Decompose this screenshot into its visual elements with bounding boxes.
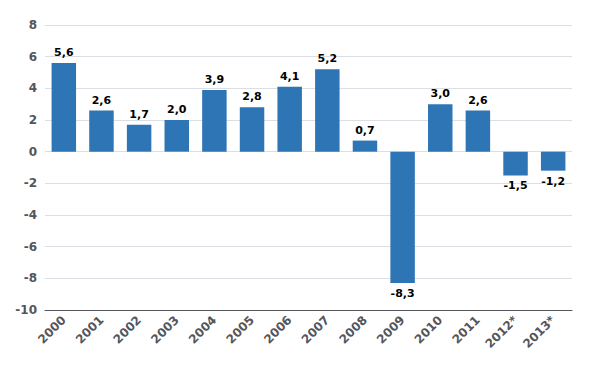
svg-text:-2: -2 <box>24 176 37 190</box>
svg-text:-1,5: -1,5 <box>504 179 528 192</box>
svg-text:2011: 2011 <box>449 313 482 346</box>
svg-text:2,6: 2,6 <box>92 94 112 107</box>
svg-text:2007: 2007 <box>299 313 332 346</box>
svg-text:5,2: 5,2 <box>318 52 338 65</box>
svg-text:2,0: 2,0 <box>167 103 187 116</box>
svg-text:0,7: 0,7 <box>355 124 375 137</box>
svg-text:2006: 2006 <box>261 313 294 346</box>
svg-text:2,6: 2,6 <box>468 94 488 107</box>
svg-text:-1,2: -1,2 <box>541 175 565 188</box>
svg-text:2: 2 <box>29 113 37 127</box>
svg-text:4,1: 4,1 <box>280 70 300 83</box>
svg-text:-8: -8 <box>24 271 37 285</box>
svg-text:3,0: 3,0 <box>431 87 451 100</box>
svg-text:2013*: 2013* <box>520 313 558 351</box>
svg-text:2,8: 2,8 <box>242 90 262 103</box>
svg-text:0: 0 <box>29 145 37 159</box>
svg-text:2000: 2000 <box>35 313 68 346</box>
svg-text:2005: 2005 <box>223 313 256 346</box>
svg-text:-10: -10 <box>15 303 37 317</box>
svg-text:4: 4 <box>29 81 37 95</box>
svg-text:2003: 2003 <box>148 313 181 346</box>
svg-text:2009: 2009 <box>374 313 407 346</box>
svg-text:6: 6 <box>29 50 37 64</box>
svg-text:3,9: 3,9 <box>205 73 225 86</box>
svg-text:2010: 2010 <box>412 313 445 346</box>
svg-text:1,7: 1,7 <box>129 108 149 121</box>
svg-text:-8,3: -8,3 <box>391 287 415 300</box>
svg-text:2001: 2001 <box>73 313 106 346</box>
svg-text:8: 8 <box>29 18 37 32</box>
svg-text:5,6: 5,6 <box>54 46 74 59</box>
svg-text:2012*: 2012* <box>483 313 521 351</box>
svg-text:2008: 2008 <box>336 313 369 346</box>
svg-text:2004: 2004 <box>186 313 219 346</box>
svg-text:2002: 2002 <box>111 313 144 346</box>
svg-text:-4: -4 <box>24 208 37 222</box>
svg-text:-6: -6 <box>24 240 37 254</box>
